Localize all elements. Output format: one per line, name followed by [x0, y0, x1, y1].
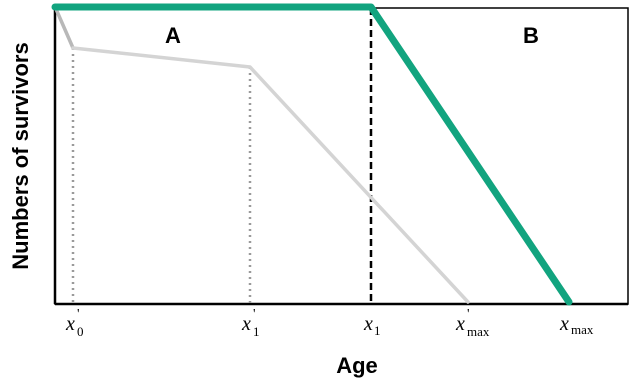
tick-sub: 1 [374, 323, 381, 338]
tick-prime: ' [77, 307, 80, 322]
tick-sub: 1 [253, 324, 260, 339]
tick-prime: ' [253, 307, 256, 322]
tick-var: x [559, 313, 569, 335]
tick-prime: ' [467, 307, 470, 322]
x-axis-title: Age [336, 353, 378, 378]
tick-xmax: x max [559, 313, 594, 337]
tick-x0-prime: x ' 0 [65, 307, 84, 339]
tick-sub: max [467, 324, 490, 339]
tick-var: x [455, 313, 465, 335]
y-axis-title: Numbers of survivors [8, 42, 33, 269]
tick-sub: 0 [77, 324, 84, 339]
tick-xmax-prime: x ' max [455, 307, 490, 339]
region-b-label: B [523, 23, 539, 48]
region-a-label: A [165, 23, 181, 48]
curve-b [51, 3, 573, 306]
tick-x1: x 1 [363, 313, 381, 338]
tick-var: x [363, 313, 373, 335]
curve-a [71, 46, 470, 304]
tick-x1-prime: x ' 1 [241, 307, 260, 339]
tick-var: x [65, 313, 75, 335]
curve-a-early-drop [54, 7, 75, 50]
tick-var: x [241, 313, 251, 335]
tick-sub: max [571, 322, 594, 337]
